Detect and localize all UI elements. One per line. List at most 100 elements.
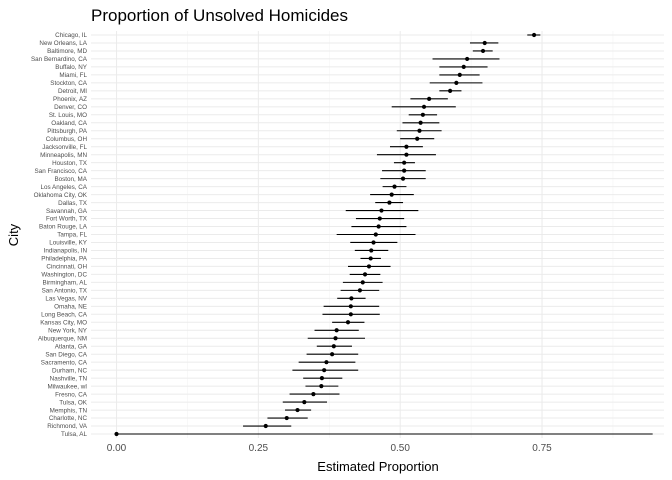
data-point bbox=[319, 376, 325, 381]
y-tick-label: New York, NY bbox=[48, 327, 88, 334]
y-tick-label: Buffalo, NY bbox=[55, 64, 88, 71]
data-point bbox=[368, 256, 373, 261]
y-tick-label: Oakland, CA bbox=[51, 120, 87, 127]
data-point bbox=[418, 120, 423, 125]
data-point bbox=[404, 144, 409, 149]
y-tick-label: St. Louis, MO bbox=[49, 112, 87, 119]
data-point bbox=[348, 304, 353, 309]
data-point bbox=[376, 224, 381, 229]
y-tick-label: Albuquerque, NM bbox=[38, 335, 87, 342]
y-tick-label: Boston, MA bbox=[54, 176, 87, 183]
data-point bbox=[302, 399, 307, 405]
y-tick-label: Washington, DC bbox=[41, 272, 87, 279]
y-tick-label: Phoenix, AZ bbox=[53, 96, 87, 103]
data-point bbox=[334, 328, 339, 333]
data-point bbox=[420, 112, 425, 117]
data-point bbox=[284, 415, 289, 421]
data-point bbox=[369, 248, 374, 253]
x-tick-label: 0.50 bbox=[390, 443, 410, 454]
data-point bbox=[402, 168, 407, 173]
data-point bbox=[392, 184, 397, 189]
x-tick-label: 0.00 bbox=[107, 443, 127, 454]
y-tick-label: Las Vegas, NV bbox=[45, 296, 87, 303]
data-point bbox=[322, 368, 327, 373]
data-point bbox=[531, 32, 537, 38]
data-point bbox=[427, 96, 432, 101]
data-point bbox=[402, 160, 407, 165]
y-tick-label: San Francisco, CA bbox=[35, 168, 88, 175]
data-point bbox=[348, 312, 353, 317]
y-tick-label: Minneapolis, MN bbox=[40, 152, 87, 159]
x-tick-label: 0.25 bbox=[249, 443, 269, 454]
y-tick-label: Louisville, KY bbox=[49, 240, 88, 247]
data-point bbox=[421, 104, 427, 109]
data-point bbox=[295, 407, 300, 413]
y-tick-label: Oklahoma City, OK bbox=[34, 192, 88, 199]
data-point bbox=[366, 264, 372, 269]
y-tick-label: Denver, CO bbox=[54, 104, 87, 111]
data-point bbox=[379, 208, 384, 213]
y-tick-label: Fresno, CA bbox=[55, 391, 88, 398]
data-point bbox=[331, 344, 336, 349]
y-tick-label: San Antonio, TX bbox=[42, 288, 88, 295]
y-tick-label: Memphis, TN bbox=[50, 407, 88, 414]
y-tick-label: Detroit, MI bbox=[58, 88, 87, 95]
data-point bbox=[389, 192, 394, 197]
y-tick-label: Nashville, TN bbox=[50, 375, 88, 382]
data-point bbox=[330, 352, 335, 357]
y-tick-label: Chicago, IL bbox=[55, 32, 87, 39]
data-point bbox=[373, 232, 378, 237]
data-point bbox=[461, 64, 466, 70]
data-point bbox=[457, 72, 462, 77]
y-tick-label: New Orleans, LA bbox=[39, 40, 87, 47]
y-tick-label: Baltimore, MD bbox=[47, 48, 87, 55]
data-point bbox=[371, 240, 376, 245]
y-tick-label: Cincinnati, OH bbox=[46, 264, 87, 271]
y-tick-label: Tulsa, AL bbox=[61, 431, 88, 438]
y-tick-label: Baton Rouge, LA bbox=[39, 224, 88, 231]
y-tick-label: Tulsa, OK bbox=[59, 399, 88, 406]
data-point bbox=[319, 384, 324, 389]
y-tick-label: Omaha, NE bbox=[54, 304, 87, 311]
x-axis-title: Estimated Proportion bbox=[317, 459, 438, 474]
y-tick-label: Fort Worth, TX bbox=[46, 216, 88, 223]
data-point bbox=[465, 56, 470, 62]
data-point bbox=[263, 423, 268, 429]
data-point bbox=[362, 272, 368, 277]
y-tick-label: Charlotte, NC bbox=[49, 415, 88, 422]
data-points bbox=[114, 32, 537, 437]
y-tick-label: Birmingham, AL bbox=[43, 280, 88, 287]
data-point bbox=[311, 392, 316, 397]
y-tick-label: Miami, FL bbox=[59, 72, 87, 79]
y-tick-label: Jacksonville, FL bbox=[42, 144, 87, 151]
data-point bbox=[404, 152, 409, 157]
data-point bbox=[454, 80, 459, 85]
y-tick-label: Long Beach, CA bbox=[41, 312, 88, 319]
data-point bbox=[114, 431, 119, 437]
y-tick-label: Los Angeles, CA bbox=[40, 184, 87, 191]
y-tick-label: Philadelphia, PA bbox=[41, 256, 88, 263]
chart-title: Proportion of Unsolved Homicides bbox=[91, 6, 348, 25]
data-point bbox=[400, 176, 406, 181]
data-point bbox=[345, 320, 351, 325]
y-tick-label: San Diego, CA bbox=[45, 351, 87, 358]
y-tick-label: Pittsburgh, PA bbox=[47, 128, 88, 135]
y-tick-label: Dallas, TX bbox=[58, 200, 88, 207]
y-tick-label: Kansas City, MO bbox=[40, 319, 87, 326]
y-tick-label: Durham, NC bbox=[52, 367, 87, 374]
y-tick-label: Tampa, FL bbox=[57, 232, 87, 239]
y-axis-title: City bbox=[6, 223, 21, 246]
data-point bbox=[357, 288, 363, 293]
y-tick-label: Houston, TX bbox=[52, 160, 88, 167]
data-point bbox=[333, 336, 338, 341]
y-tick-label: Indianapolis, IN bbox=[44, 248, 88, 255]
data-point bbox=[349, 296, 354, 301]
data-point bbox=[415, 136, 420, 141]
data-point bbox=[324, 360, 329, 365]
data-point bbox=[387, 200, 392, 205]
x-tick-labels: 0.00 0.25 0.50 0.75 bbox=[107, 443, 552, 454]
y-tick-label: San Bernardino, CA bbox=[31, 56, 88, 63]
y-tick-label: Milwaukee, wI bbox=[47, 383, 87, 390]
